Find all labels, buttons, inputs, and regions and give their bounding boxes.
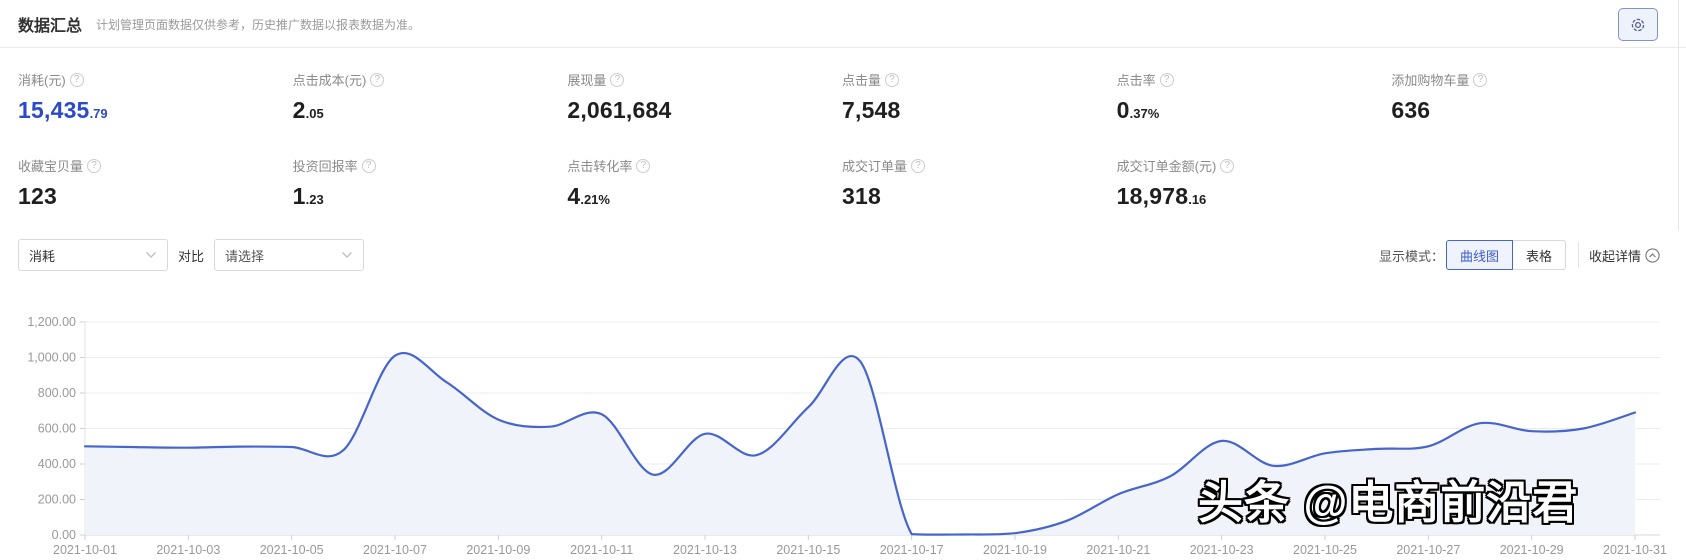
chevron-down-icon — [342, 252, 353, 258]
svg-text:2021-10-17: 2021-10-17 — [880, 543, 944, 557]
help-icon[interactable]: ? — [1220, 158, 1235, 173]
svg-text:2021-10-23: 2021-10-23 — [1190, 543, 1254, 557]
svg-text:2021-10-07: 2021-10-07 — [363, 543, 427, 557]
metric-label: 成交订单金额(元) — [1116, 159, 1217, 174]
metric-card: 添加购物车量? 636 — [1391, 70, 1666, 124]
svg-text:2021-10-09: 2021-10-09 — [466, 543, 530, 557]
compare-select-placeholder: 请选择 — [225, 248, 265, 264]
svg-text:0.00: 0.00 — [52, 528, 76, 542]
svg-text:200.00: 200.00 — [38, 493, 76, 507]
metrics-summary: 消耗(元)? 15,435.79 点击成本(元)? 2.05 展现量? 2,061,684… — [0, 48, 1686, 236]
collapse-details-label: 收起详情 — [1588, 248, 1641, 264]
metric-label: 消耗(元) — [18, 73, 66, 88]
metric-label: 收藏宝贝量 — [18, 159, 84, 174]
consumption-trend-chart[interactable]: 0.00 200.00 400.00 600.00 800.00 1,000.00 1,20… — [0, 278, 1686, 560]
metric-value: 1.23 — [292, 183, 324, 209]
svg-text:1,000.00: 1,000.00 — [27, 351, 76, 365]
compare-label: 对比 — [178, 248, 205, 264]
metric-label: 添加购物车量 — [1391, 73, 1470, 88]
metric-card: 成交订单量? 318 — [842, 156, 1117, 210]
mode-curve-button[interactable]: 曲线图 — [1445, 240, 1513, 270]
help-icon[interactable]: ? — [87, 158, 102, 173]
page-title: 数据汇总 — [18, 17, 83, 35]
page-subtitle: 计划管理页面数据仅供参考，历史推广数据以报表数据为准。 — [96, 18, 421, 32]
svg-text:600.00: 600.00 — [38, 422, 76, 436]
metric-value: 7,548 — [841, 97, 901, 123]
metric-value: 318 — [841, 183, 881, 209]
metric-card: 展现量? 2,061,684 — [567, 70, 842, 124]
metric-value: 18,978.16 — [1116, 183, 1207, 209]
display-mode-controls: 显示模式： 曲线图 表格 收起详情 — [1379, 240, 1660, 270]
page-header: 数据汇总 计划管理页面数据仅供参考，历史推广数据以报表数据为准。 — [0, 0, 1686, 48]
metric-value: 123 — [18, 183, 57, 209]
svg-text:2021-10-01: 2021-10-01 — [53, 543, 117, 557]
metric-card: 点击率? 0.37% — [1117, 70, 1392, 124]
display-mode-label: 显示模式： — [1378, 248, 1444, 264]
svg-text:2021-10-03: 2021-10-03 — [156, 543, 220, 557]
metric-label: 点击率 — [1116, 73, 1156, 88]
svg-text:2021-10-21: 2021-10-21 — [1086, 543, 1150, 557]
metric-card: 投资回报率? 1.23 — [293, 156, 568, 210]
metric-card: 点击成本(元)? 2.05 — [293, 70, 568, 124]
svg-text:800.00: 800.00 — [38, 386, 76, 400]
metric-label: 点击量 — [841, 73, 881, 88]
help-icon[interactable]: ? — [911, 158, 925, 173]
svg-text:2021-10-15: 2021-10-15 — [776, 543, 840, 557]
display-mode-group: 曲线图 表格 — [1445, 240, 1566, 270]
metric-label: 成交订单量 — [841, 159, 907, 174]
metric-value: 0.37% — [1116, 97, 1160, 123]
chart-controls: 消耗 对比 请选择 显示模式： 曲线图 表格 收起详情 — [0, 238, 1686, 272]
chevron-down-icon — [146, 252, 156, 258]
svg-text:1,200.00: 1,200.00 — [27, 315, 76, 329]
help-icon[interactable]: ? — [1159, 72, 1174, 87]
compare-select[interactable]: 请选择 — [214, 239, 365, 271]
metric-value: 2,061,684 — [567, 97, 672, 123]
help-icon[interactable]: ? — [885, 72, 899, 87]
metric-label: 投资回报率 — [292, 159, 358, 174]
metric-card: 成交订单金额(元)? 18,978.16 — [1117, 156, 1392, 210]
svg-text:400.00: 400.00 — [38, 457, 76, 471]
help-icon[interactable]: ? — [361, 158, 376, 173]
svg-text:2021-10-27: 2021-10-27 — [1396, 543, 1460, 557]
metric-label: 点击转化率 — [567, 159, 633, 174]
metric-label: 点击成本(元) — [292, 73, 367, 88]
svg-text:2021-10-29: 2021-10-29 — [1500, 543, 1564, 557]
metric-card: 消耗(元)? 15,435.79 — [18, 70, 293, 124]
help-icon[interactable]: ? — [1473, 72, 1488, 87]
help-icon[interactable]: ? — [636, 158, 651, 173]
metric-card: 点击转化率? 4.21% — [567, 156, 842, 210]
trend-chart-section: 0.00 200.00 400.00 600.00 800.00 1,000.00 1,20… — [0, 278, 1686, 560]
help-icon[interactable]: ? — [69, 72, 84, 87]
svg-text:2021-10-31: 2021-10-31 — [1603, 543, 1667, 557]
help-icon[interactable]: ? — [370, 72, 385, 87]
metric-value: 636 — [1391, 97, 1431, 123]
metric-value: 2.05 — [292, 97, 324, 123]
svg-text:2021-10-13: 2021-10-13 — [673, 543, 737, 557]
settings-button[interactable] — [1618, 8, 1658, 41]
metric-label: 展现量 — [567, 73, 607, 88]
metric-value: 15,435.79 — [18, 97, 108, 123]
svg-text:2021-10-25: 2021-10-25 — [1293, 543, 1357, 557]
svg-text:2021-10-05: 2021-10-05 — [260, 543, 324, 557]
metric-select-value: 消耗 — [29, 248, 56, 264]
help-icon[interactable]: ? — [610, 72, 625, 87]
metric-card: 点击量? 7,548 — [842, 70, 1117, 124]
metric-select[interactable]: 消耗 — [18, 239, 168, 271]
scrollbar-track — [1678, 0, 1679, 230]
mode-table-button[interactable]: 表格 — [1511, 240, 1566, 270]
metric-card: 收藏宝贝量? 123 — [18, 156, 293, 210]
collapse-details-button[interactable]: 收起详情 — [1589, 246, 1660, 265]
svg-text:2021-10-11: 2021-10-11 — [570, 543, 633, 557]
svg-text:2021-10-19: 2021-10-19 — [983, 543, 1047, 557]
metric-value: 4.21% — [567, 183, 610, 209]
divider — [1577, 242, 1579, 268]
gear-icon — [1631, 18, 1645, 31]
chevron-up-circle-icon — [1645, 247, 1660, 263]
